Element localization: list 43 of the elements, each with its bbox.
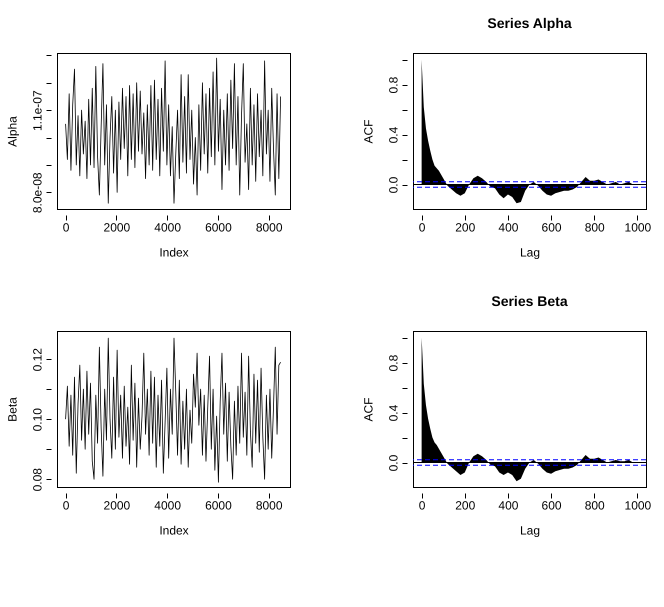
y-tick-label: 0.8 — [386, 354, 400, 372]
x-tick-label: 4000 — [154, 220, 182, 234]
y-tick-label: 8.0e-08 — [30, 172, 44, 214]
x-tick-label: 8000 — [256, 498, 283, 512]
x-tick-label: 800 — [584, 498, 606, 512]
y-tick-label: 0.10 — [30, 408, 44, 432]
y-axis-title: ACF — [362, 120, 376, 144]
x-axis-title: Lag — [520, 524, 540, 538]
x-tick-label: 6000 — [205, 220, 232, 234]
x-tick-label: 8000 — [256, 220, 283, 234]
y-tick-label: 0.4 — [386, 126, 400, 144]
x-tick-label: 200 — [455, 498, 476, 512]
x-tick-label: 0 — [418, 498, 426, 512]
x-tick-label: 600 — [542, 220, 562, 234]
y-axis-title: ACF — [362, 398, 376, 422]
x-tick-label: 400 — [498, 220, 519, 234]
x-tick-label: 4000 — [154, 498, 182, 512]
y-axis-title: Beta — [6, 396, 20, 422]
x-tick-label: 400 — [498, 498, 519, 512]
x-tick-label: 0 — [62, 220, 70, 234]
x-tick-label: 2000 — [104, 220, 131, 234]
chart-title: Series Beta — [491, 293, 568, 309]
x-tick-label: 200 — [455, 220, 476, 234]
x-tick-label: 6000 — [205, 498, 232, 512]
y-tick-label: 0.4 — [386, 404, 400, 422]
x-tick-label: 2000 — [104, 498, 131, 512]
x-tick-label: 0 — [418, 220, 426, 234]
x-tick-label: 1000 — [624, 220, 652, 234]
y-tick-label: 0.0 — [386, 454, 400, 472]
y-tick-label: 0.0 — [386, 176, 400, 194]
x-axis-title: Lag — [520, 246, 540, 260]
x-tick-label: 800 — [584, 220, 606, 234]
x-tick-label: 0 — [62, 498, 70, 512]
y-tick-label: 0.8 — [386, 76, 400, 94]
x-tick-label: 1000 — [624, 498, 652, 512]
chart-title: Series Alpha — [487, 15, 572, 31]
x-axis-title: Index — [159, 246, 189, 260]
y-tick-label: 0.08 — [30, 468, 44, 492]
y-tick-label: 1.1e-07 — [30, 90, 44, 132]
x-axis-title: Index — [159, 524, 189, 538]
x-tick-label: 600 — [542, 498, 562, 512]
y-tick-label: 0.12 — [30, 348, 44, 372]
y-axis-title: Alpha — [6, 116, 20, 147]
